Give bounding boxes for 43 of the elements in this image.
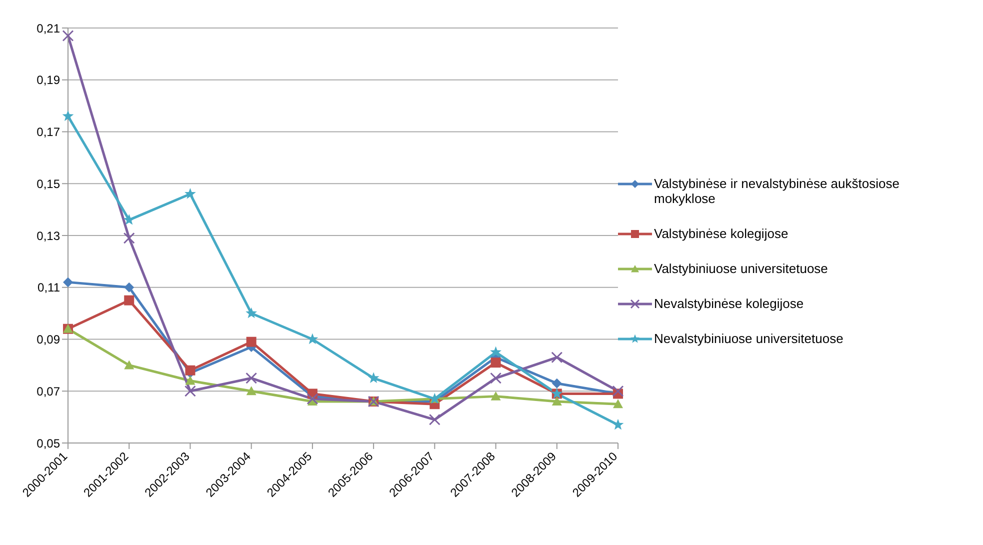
point [62,110,74,122]
legend-label: Valstybinėse ir nevalstybinėse aukštosiose mokyklose [654,176,900,206]
legend-label: Nevalstybiniuose universitetuose [654,330,844,346]
legend-label: Valstybinėse kolegijose [654,226,788,240]
point [63,277,73,288]
point [124,282,134,292]
legend-label: Valstybiniuose universitetuose [654,260,828,276]
y-tick-label: 0,13 [36,228,60,243]
point [551,352,563,364]
point [612,385,624,397]
y-tick-label: 0,07 [36,384,60,398]
point [123,232,135,244]
point [184,385,196,397]
point [246,307,258,318]
point [306,333,318,344]
point [428,414,440,426]
point [490,358,501,368]
y-tick-label: 0,19 [36,73,60,88]
point [552,378,562,388]
point [184,188,196,199]
point [185,376,196,385]
point [490,372,502,384]
point [612,418,624,430]
point [368,372,380,384]
point [552,396,562,406]
point [124,360,134,370]
y-tick-label: 0,05 [36,436,60,450]
point [246,386,256,396]
point [185,365,196,376]
point [306,393,318,405]
y-tick-label: 0,21 [36,21,60,36]
y-tick-label: 0,15 [36,176,60,191]
point [490,346,502,358]
y-tick-label: 0,11 [38,280,60,295]
y-tick-label: 0,09 [36,332,60,347]
point [613,399,623,408]
point [124,295,134,306]
point [246,372,258,384]
legend-label: Nevalstybinėse kolegijose [654,296,804,310]
point [62,30,74,42]
y-tick-label: 0,17 [36,125,60,140]
point [490,391,501,400]
point [246,336,256,347]
